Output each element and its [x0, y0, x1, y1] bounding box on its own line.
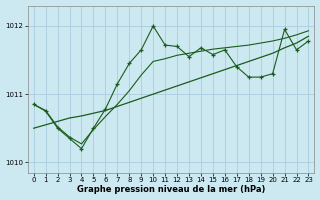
- X-axis label: Graphe pression niveau de la mer (hPa): Graphe pression niveau de la mer (hPa): [77, 185, 265, 194]
